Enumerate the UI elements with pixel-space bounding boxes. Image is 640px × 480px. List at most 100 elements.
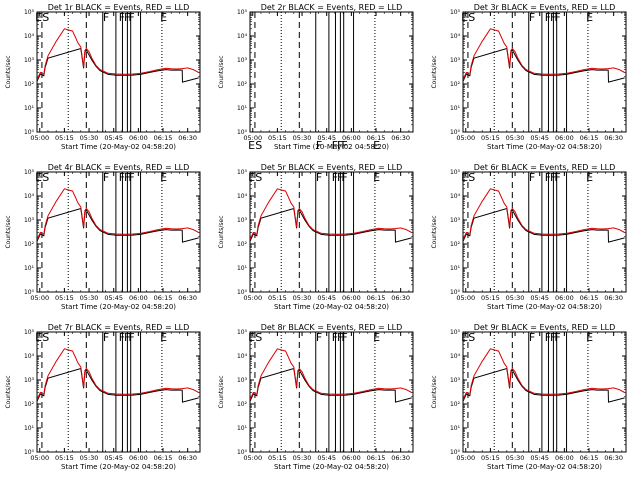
panel-3: Det 3r BLACK = Events, RED = LLD Counts/s… (431, 3, 627, 151)
x-tick-label: 05:15 (55, 294, 74, 302)
series-lld-line (463, 188, 625, 241)
y-axis-label: Counts/sec (218, 55, 225, 88)
x-tick-label: 05:15 (268, 134, 287, 142)
marker-label: E (248, 139, 255, 152)
series-lld-line (463, 28, 625, 81)
marker-label: F (341, 171, 347, 184)
series-events-line (37, 47, 199, 83)
panel-8: Det 8r BLACK = Events, RED = LLD Counts/s… (218, 323, 414, 471)
marker-label: F (529, 331, 535, 344)
marker-label: F (550, 11, 556, 24)
y-axis-label: Counts/sec (5, 215, 12, 248)
x-tick-label: 05:00 (456, 134, 475, 142)
x-tick-label: 06:00 (129, 294, 148, 302)
x-tick-label: 05:15 (268, 454, 287, 462)
series-events-line (463, 47, 625, 83)
x-tick-label: 05:45 (530, 294, 549, 302)
x-tick-label: 05:15 (481, 134, 500, 142)
marker-label: F (337, 139, 343, 152)
marker-label: F (124, 331, 130, 344)
panel-7: Det 7r BLACK = Events, RED = LLD Counts/s… (5, 323, 201, 471)
x-axis-label: Start Time (20-May-02 04:58:20) (274, 303, 389, 311)
x-tick-label: 06:30 (178, 294, 197, 302)
y-tick-label: 10⁰ (450, 289, 461, 296)
y-tick-label: 10² (237, 401, 248, 408)
marker-label: F (316, 171, 322, 184)
marker-label: F (341, 331, 347, 344)
plot-frame (462, 171, 627, 293)
x-tick-label: 06:15 (580, 294, 599, 302)
x-tick-label: 05:30 (80, 454, 99, 462)
marker-label: E (586, 171, 593, 184)
marker-label: F (124, 171, 130, 184)
panel-title: Det 2r BLACK = Events, RED = LLD (261, 3, 403, 12)
y-tick-label: 10⁰ (450, 449, 461, 456)
marker-label: F (341, 139, 347, 152)
marker-label: F (550, 331, 556, 344)
y-tick-label: 10⁴ (24, 33, 35, 40)
y-axis-label: Counts/sec (218, 375, 225, 408)
x-axis-label: Start Time (20-May-02 04:58:20) (61, 143, 176, 151)
series-events-line (463, 207, 625, 243)
y-tick-label: 10¹ (237, 425, 248, 432)
marker-label: F (332, 171, 338, 184)
marker-label: E (160, 11, 167, 24)
marker-label: E (248, 331, 255, 344)
y-tick-label: 10¹ (450, 265, 461, 272)
y-tick-label: 10⁰ (237, 129, 248, 136)
x-tick-label: 05:45 (317, 134, 336, 142)
x-tick-label: 05:45 (530, 134, 549, 142)
marker-label: F (529, 171, 535, 184)
y-tick-label: 10³ (24, 217, 35, 224)
x-tick-label: 06:00 (555, 294, 574, 302)
x-axis-label: Start Time (20-May-02 04:58:20) (61, 463, 176, 471)
y-axis-label: Counts/sec (218, 215, 225, 248)
marker-label: E (373, 139, 380, 152)
y-tick-label: 10⁵ (450, 329, 461, 336)
marker-label: F (128, 11, 134, 24)
x-tick-label: 05:30 (293, 294, 312, 302)
x-tick-label: 06:15 (154, 134, 173, 142)
plot-frame (36, 331, 201, 453)
x-tick-label: 05:00 (243, 294, 262, 302)
marker-label: S (255, 171, 262, 184)
x-tick-label: 05:00 (30, 454, 49, 462)
series-lld-line (250, 348, 412, 401)
y-tick-label: 10⁰ (24, 449, 35, 456)
y-tick-label: 10³ (237, 217, 248, 224)
marker-label: F (128, 331, 134, 344)
marker-label: F (316, 331, 322, 344)
panel-9: Det 9r BLACK = Events, RED = LLD Counts/s… (431, 323, 627, 471)
y-tick-label: 10⁵ (237, 9, 248, 16)
x-axis-label: Start Time (20-May-02 04:58:20) (487, 463, 602, 471)
x-tick-label: 06:00 (555, 134, 574, 142)
x-tick-label: 06:00 (342, 294, 361, 302)
panel-title: Det 4r BLACK = Events, RED = LLD (48, 163, 190, 172)
panel-5: Det 5r BLACK = Events, RED = LLD Counts/s… (218, 163, 414, 311)
y-tick-label: 10⁰ (24, 129, 35, 136)
marker-label: S (468, 11, 475, 24)
y-tick-label: 10⁵ (450, 169, 461, 176)
series-lld-line (463, 348, 625, 401)
y-axis-label: Counts/sec (431, 215, 438, 248)
y-tick-label: 10⁴ (237, 353, 248, 360)
y-tick-label: 10¹ (450, 105, 461, 112)
y-tick-label: 10⁵ (237, 329, 248, 336)
x-axis-label: Start Time (20-May-02 04:58:20) (61, 303, 176, 311)
y-axis-label: Counts/sec (431, 55, 438, 88)
series-events-line (250, 367, 412, 403)
y-axis-label: Counts/sec (431, 375, 438, 408)
y-tick-label: 10³ (450, 57, 461, 64)
x-tick-label: 06:00 (129, 134, 148, 142)
x-tick-label: 05:00 (456, 294, 475, 302)
series-events-line (37, 207, 199, 243)
x-tick-label: 06:30 (391, 454, 410, 462)
x-tick-label: 05:15 (55, 454, 74, 462)
x-tick-label: 05:45 (530, 454, 549, 462)
series-lld-line (37, 188, 199, 241)
y-tick-label: 10⁰ (450, 129, 461, 136)
x-tick-label: 05:30 (80, 294, 99, 302)
x-tick-label: 06:30 (604, 134, 623, 142)
x-tick-label: 05:30 (293, 134, 312, 142)
x-tick-label: 05:45 (317, 294, 336, 302)
